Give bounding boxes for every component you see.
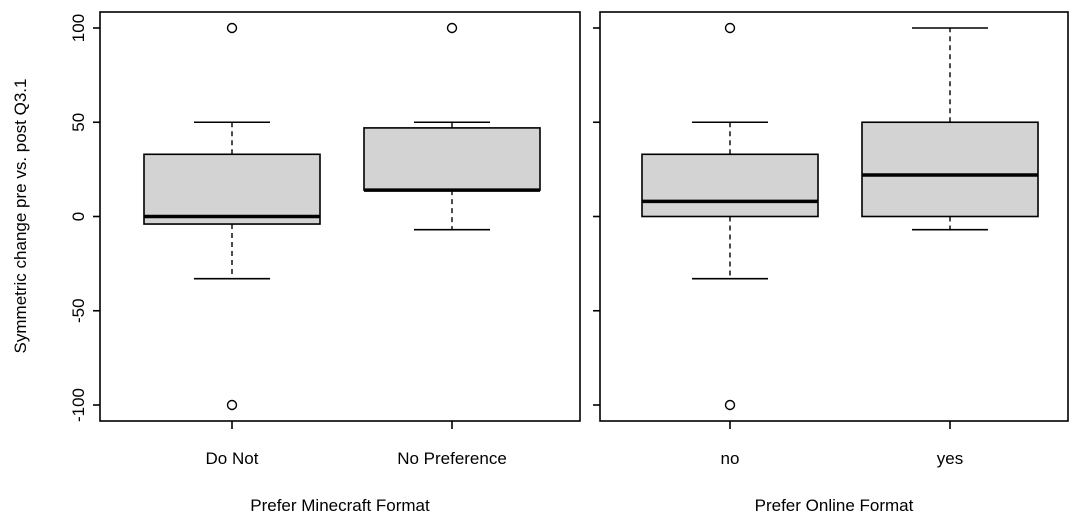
outlier-point <box>724 399 736 411</box>
iqr-box <box>363 127 541 191</box>
outlier-point <box>724 22 736 34</box>
x-axis-title: Prefer Minecraft Format <box>250 496 430 515</box>
y-tick-label: 50 <box>69 113 88 132</box>
outlier-point <box>226 22 238 34</box>
y-tick-label: 100 <box>69 14 88 42</box>
box-1 <box>143 22 321 411</box>
x-axis-title: Prefer Online Format <box>755 496 914 515</box>
x-tick-label: No Preference <box>397 449 507 468</box>
y-tick-label: -100 <box>69 388 88 422</box>
box-2 <box>861 27 1039 231</box>
x-tick-label: Do Not <box>206 449 259 468</box>
iqr-box <box>641 153 819 218</box>
box-1 <box>641 22 819 411</box>
outlier-point <box>446 22 458 34</box>
iqr-box <box>143 153 321 225</box>
iqr-box <box>861 121 1039 218</box>
y-tick-label: -50 <box>69 298 88 323</box>
y-axis-title: Symmetric change pre vs. post Q3.1 <box>11 79 30 354</box>
y-tick-label: 0 <box>69 212 88 221</box>
panel-2: no yes Prefer Online Format <box>593 11 1069 515</box>
x-tick-label: yes <box>937 449 963 468</box>
x-tick-label: no <box>721 449 740 468</box>
outlier-point <box>226 399 238 411</box>
panel-1: -100 -50 0 50 100 Do Not No Preference Prefer M… <box>69 11 581 515</box>
box-2 <box>363 22 541 231</box>
